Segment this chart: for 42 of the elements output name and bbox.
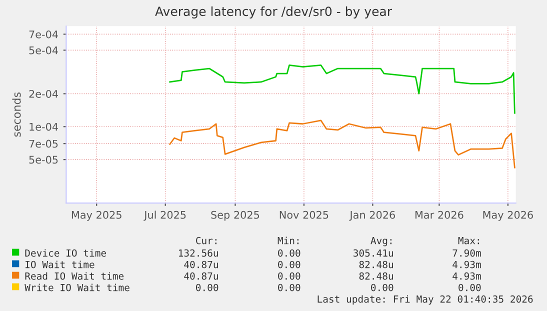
text: 7.90m — [452, 249, 481, 257]
text: 82.48u — [359, 272, 393, 280]
text: 40.87u — [184, 260, 218, 268]
text: 0.00 — [278, 284, 300, 292]
line-series — [169, 64, 516, 114]
text: 305.41u — [354, 249, 393, 257]
legend-label: Device IO time — [25, 249, 106, 257]
text: 0.00 — [371, 284, 394, 292]
y-tick-label: 7e-04 — [29, 30, 58, 38]
text: 4.93m — [452, 272, 481, 280]
text: 0.00 — [278, 249, 300, 257]
text: Cur: — [196, 236, 216, 244]
legend-label: Read IO Wait time — [25, 272, 124, 280]
y-tick-label: 1e-04 — [30, 122, 58, 131]
text: 0.00 — [278, 272, 300, 280]
y-tick-label: 7e-05 — [29, 140, 58, 148]
x-tick-label: May 2025 — [72, 210, 122, 221]
x-tick-label: Mar 2026 — [415, 210, 464, 219]
text: Min: — [278, 236, 299, 244]
text: 0.00 — [458, 284, 481, 292]
x-tick-label: Sep 2025 — [211, 210, 260, 221]
text: 0.00 — [196, 284, 218, 292]
y-tick-label: 5e-04 — [29, 46, 58, 54]
y-axis-title: seconds — [12, 92, 21, 137]
text: 132.56u — [178, 249, 218, 257]
chart-title: Average latency for /dev/sr0 - by year — [155, 6, 392, 18]
legend-label: Write IO Wait time — [24, 284, 130, 292]
legend-label: IO Wait time — [26, 260, 94, 268]
x-tick-label: Jan 2026 — [349, 210, 395, 221]
y-tick-label: 5e-05 — [29, 156, 58, 164]
x-tick-label: Nov 2025 — [280, 210, 328, 219]
text: 4.93m — [452, 260, 481, 268]
line-series — [169, 120, 516, 168]
text: 82.48u — [359, 260, 393, 268]
x-tick-label: Jul 2025 — [144, 210, 186, 221]
x-tick-label: May 2026 — [483, 210, 533, 221]
text: Avg: — [370, 237, 392, 246]
text: 0.00 — [278, 260, 300, 268]
y-tick-label: 2e-04 — [29, 90, 58, 98]
text: Max: — [458, 237, 480, 244]
text: 40.87u — [184, 272, 218, 280]
text: Last update: Fri May 22 01:40:35 2026 — [318, 295, 533, 305]
